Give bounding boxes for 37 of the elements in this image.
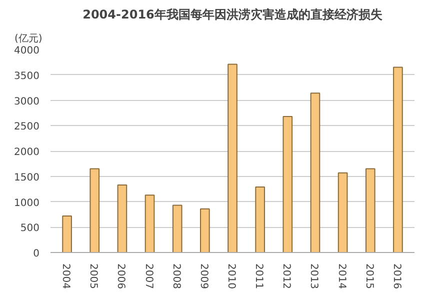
- x-tick-label: 2006: [115, 264, 126, 289]
- bar: [282, 116, 293, 252]
- bar: [228, 64, 238, 252]
- chart-title: 2004-2016年我国每年因洪涝灾害造成的直接经济损失: [82, 8, 384, 22]
- bar: [62, 215, 72, 252]
- x-tick-label: 2013: [308, 264, 320, 289]
- bar: [365, 168, 376, 252]
- y-tick-label: 1500: [14, 172, 40, 184]
- y-tick-label: 4000: [14, 46, 40, 56]
- bar: [117, 184, 128, 252]
- bar: [310, 92, 320, 252]
- x-tick-label: 2015: [363, 264, 374, 289]
- x-tick-label: 2011: [253, 264, 264, 289]
- y-tick-label: 2500: [14, 122, 40, 133]
- x-tick-label: 2005: [88, 264, 99, 289]
- bar: [393, 66, 403, 252]
- x-tick-label: 2010: [226, 264, 236, 289]
- y-tick-label: 2000: [14, 147, 40, 158]
- bar: [90, 168, 100, 252]
- bar: [200, 208, 210, 252]
- bar: [144, 194, 155, 252]
- bar: [255, 186, 265, 252]
- y-tick-label: 3000: [14, 96, 40, 108]
- x-tick-label: 2008: [170, 264, 182, 289]
- x-tick-label: 2016: [390, 264, 402, 289]
- y-axis-title: (亿元): [14, 34, 42, 44]
- x-tick-label: 2009: [198, 264, 209, 289]
- x-tick-label: 2014: [336, 264, 347, 289]
- x-tick-label: 2004: [60, 264, 72, 289]
- y-tick-label: 0: [33, 248, 40, 260]
- y-tick-label: 3500: [14, 70, 40, 82]
- x-tick-label: 2012: [280, 264, 292, 289]
- bar: [172, 204, 182, 252]
- bar: [338, 172, 348, 252]
- y-tick-label: 500: [20, 223, 40, 234]
- y-tick-label: 1000: [14, 198, 40, 209]
- x-tick-label: 2007: [142, 264, 154, 289]
